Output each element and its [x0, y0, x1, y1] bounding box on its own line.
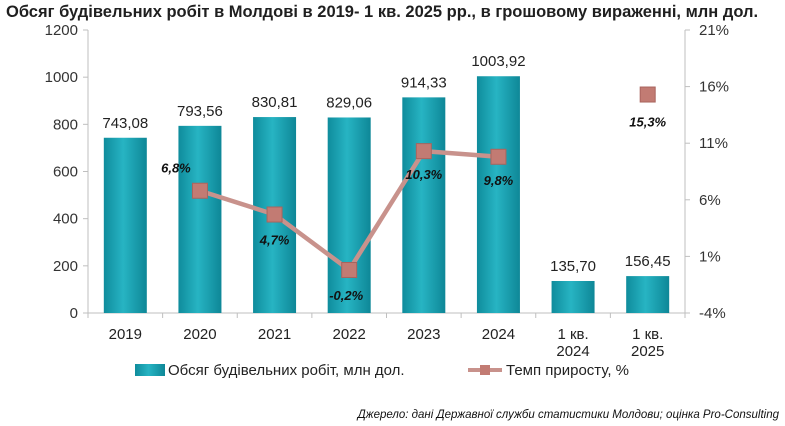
growth-value-label: 10,3%: [405, 167, 442, 182]
bar: [103, 137, 147, 313]
bar-value-label: 156,45: [625, 253, 671, 270]
y-right-tick-label: 6%: [699, 192, 721, 209]
legend-bar-label: Обсяг будівельних робіт, млн дол.: [168, 362, 405, 379]
growth-value-label: 9,8%: [484, 173, 514, 188]
y-left-tick-label: 600: [53, 164, 78, 181]
y-left-tick-label: 200: [53, 258, 78, 275]
y-left-tick-label: 0: [70, 305, 78, 322]
y-right-tick-label: 16%: [699, 79, 729, 96]
y-right-tick-label: 21%: [699, 22, 729, 39]
bar: [178, 125, 222, 313]
x-tick-label: 2024: [482, 326, 515, 343]
growth-marker: [490, 148, 507, 165]
growth-value-label: -0,2%: [329, 288, 363, 303]
x-tick-label: 2019: [109, 326, 142, 343]
y-right-tick-label: -4%: [699, 305, 726, 322]
legend-line-label: Темп приросту, %: [506, 362, 629, 379]
legend: Обсяг будівельних робіт, млн дол. Темп пр…: [135, 362, 629, 379]
x-tick-label: 2022: [333, 326, 366, 343]
line-series: [191, 86, 656, 278]
bar: [626, 276, 670, 313]
y-left-tick-label: 800: [53, 116, 78, 133]
bar: [476, 76, 520, 313]
source-note: Джерело: дані Державної служби статистик…: [356, 409, 780, 421]
data-labels: 743,08 793,56 830,81 829,06 914,33 1003,92 135…: [102, 53, 670, 303]
growth-marker: [191, 182, 208, 199]
growth-value-label: 6,8%: [161, 161, 191, 176]
chart-title: Обсяг будівельних робіт в Молдові в 2019…: [6, 3, 758, 21]
growth-marker: [639, 86, 656, 103]
growth-value-label: 4,7%: [259, 233, 290, 248]
legend-bar-swatch: [135, 364, 165, 376]
x-tick-label: 2020: [183, 326, 216, 343]
y-left-tick-label: 1000: [45, 69, 78, 86]
axes: 0 200 400 600 800 1000 1200 -4% 1% 6% 11% 16% 21% 201…: [45, 22, 729, 360]
x-tick-label: 1 кв.: [632, 326, 663, 343]
y-right-tick-label: 1%: [699, 248, 721, 265]
bar-value-label: 1003,92: [471, 53, 525, 70]
bar-value-label: 830,81: [252, 94, 298, 111]
legend-line-marker: [480, 365, 490, 375]
bar-value-label: 914,33: [401, 74, 447, 91]
growth-marker: [341, 261, 358, 278]
x-tick-label: 2021: [258, 326, 291, 343]
bar-value-label: 135,70: [550, 258, 596, 275]
bar: [327, 117, 371, 314]
growth-marker: [415, 143, 432, 160]
bar-value-label: 793,56: [177, 103, 223, 120]
bar: [402, 97, 446, 313]
growth-marker: [266, 206, 283, 223]
y-right-tick-label: 11%: [699, 135, 728, 152]
x-tick-label: 2025: [631, 343, 664, 360]
bar-value-label: 743,08: [102, 115, 148, 132]
bar-value-label: 829,06: [326, 94, 372, 111]
bar-series: [103, 76, 670, 314]
y-left-tick-label: 400: [53, 211, 78, 228]
x-tick-label: 1 кв.: [557, 326, 588, 343]
x-tick-label: 2023: [407, 326, 440, 343]
bar: [551, 280, 595, 313]
growth-value-label: 15,3%: [629, 115, 666, 130]
x-tick-label: 2024: [556, 343, 589, 360]
y-left-tick-label: 1200: [45, 22, 78, 39]
